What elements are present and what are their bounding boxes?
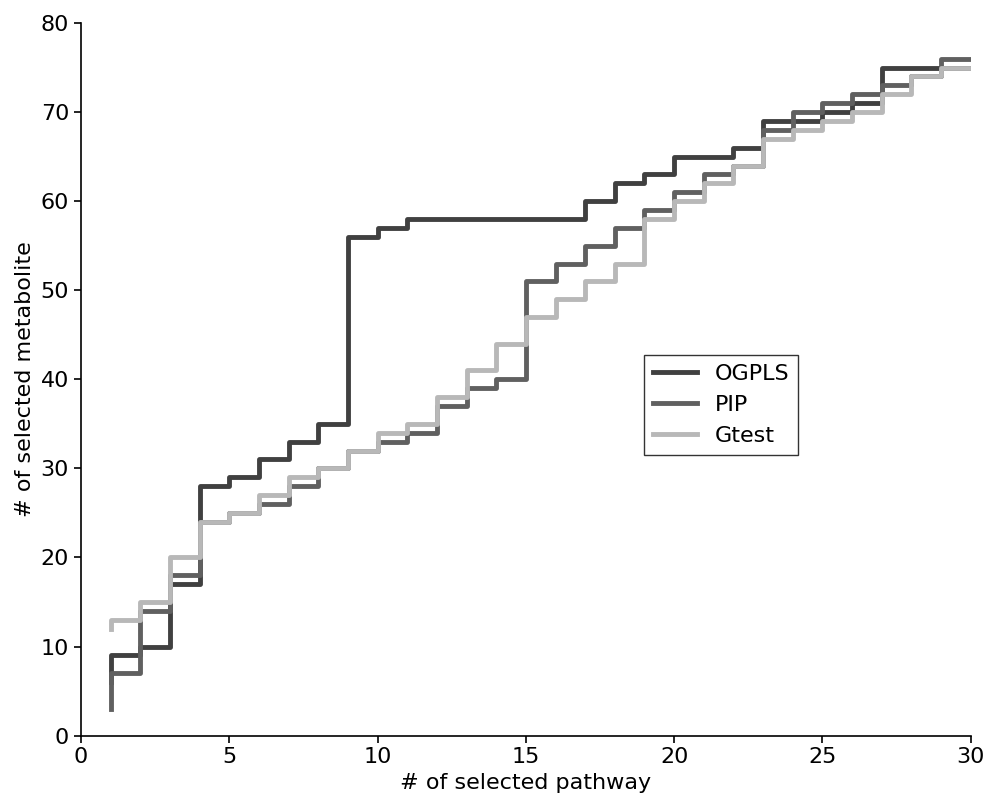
Gtest bbox=[638, 259, 650, 268]
OGPLS bbox=[876, 99, 888, 108]
Legend: OGPLS, PIP, Gtest: OGPLS, PIP, Gtest bbox=[644, 355, 798, 455]
OGPLS bbox=[727, 152, 739, 162]
PIP bbox=[816, 107, 828, 117]
Gtest bbox=[490, 365, 502, 375]
PIP bbox=[223, 517, 235, 527]
PIP bbox=[787, 125, 799, 135]
OGPLS bbox=[164, 642, 176, 651]
OGPLS bbox=[490, 214, 502, 224]
OGPLS bbox=[134, 650, 146, 660]
Gtest bbox=[727, 179, 739, 188]
OGPLS bbox=[609, 196, 621, 206]
PIP bbox=[905, 81, 917, 90]
OGPLS bbox=[638, 179, 650, 188]
OGPLS bbox=[757, 143, 769, 153]
PIP bbox=[283, 499, 295, 509]
PIP bbox=[401, 437, 413, 447]
Gtest bbox=[461, 393, 473, 402]
OGPLS bbox=[342, 419, 354, 429]
OGPLS bbox=[550, 214, 562, 224]
OGPLS bbox=[283, 455, 295, 465]
PIP bbox=[876, 90, 888, 99]
OGPLS bbox=[816, 116, 828, 126]
PIP bbox=[638, 223, 650, 233]
PIP bbox=[461, 402, 473, 411]
OGPLS bbox=[935, 63, 947, 73]
OGPLS bbox=[401, 223, 413, 233]
OGPLS bbox=[846, 107, 858, 117]
Gtest bbox=[223, 517, 235, 527]
X-axis label: # of selected pathway: # of selected pathway bbox=[400, 773, 651, 793]
OGPLS bbox=[461, 214, 473, 224]
Gtest bbox=[816, 125, 828, 135]
PIP bbox=[431, 428, 443, 438]
Line: OGPLS: OGPLS bbox=[111, 68, 971, 682]
OGPLS bbox=[372, 232, 384, 242]
PIP bbox=[520, 374, 532, 384]
Gtest bbox=[668, 214, 680, 224]
PIP bbox=[134, 668, 146, 678]
PIP bbox=[490, 383, 502, 393]
OGPLS bbox=[312, 437, 324, 447]
PIP bbox=[935, 72, 947, 82]
Gtest bbox=[965, 63, 977, 73]
OGPLS bbox=[905, 63, 917, 73]
Gtest bbox=[105, 624, 117, 633]
Y-axis label: # of selected metabolite: # of selected metabolite bbox=[15, 242, 35, 517]
Gtest bbox=[194, 553, 206, 562]
PIP bbox=[579, 259, 591, 268]
PIP bbox=[372, 446, 384, 456]
Gtest bbox=[134, 615, 146, 625]
Gtest bbox=[520, 339, 532, 348]
PIP bbox=[668, 205, 680, 215]
Gtest bbox=[787, 134, 799, 144]
PIP bbox=[312, 482, 324, 491]
Gtest bbox=[342, 464, 354, 473]
OGPLS bbox=[698, 152, 710, 162]
OGPLS bbox=[431, 214, 443, 224]
OGPLS bbox=[223, 482, 235, 491]
OGPLS bbox=[668, 170, 680, 179]
Gtest bbox=[609, 276, 621, 286]
Gtest bbox=[550, 312, 562, 322]
PIP bbox=[105, 704, 117, 713]
Gtest bbox=[431, 419, 443, 429]
PIP bbox=[698, 187, 710, 197]
Gtest bbox=[579, 294, 591, 304]
OGPLS bbox=[787, 116, 799, 126]
OGPLS bbox=[253, 473, 265, 482]
Gtest bbox=[253, 508, 265, 518]
PIP bbox=[550, 276, 562, 286]
Gtest bbox=[935, 72, 947, 82]
PIP bbox=[727, 170, 739, 179]
PIP bbox=[342, 464, 354, 473]
Gtest bbox=[698, 196, 710, 206]
OGPLS bbox=[520, 214, 532, 224]
OGPLS bbox=[579, 214, 591, 224]
OGPLS bbox=[105, 677, 117, 687]
Gtest bbox=[312, 473, 324, 482]
PIP bbox=[846, 99, 858, 108]
Gtest bbox=[757, 161, 769, 170]
Gtest bbox=[905, 90, 917, 99]
Gtest bbox=[283, 490, 295, 500]
PIP bbox=[194, 570, 206, 580]
Gtest bbox=[876, 107, 888, 117]
Gtest bbox=[164, 597, 176, 607]
PIP bbox=[253, 508, 265, 518]
OGPLS bbox=[965, 63, 977, 73]
Gtest bbox=[846, 116, 858, 126]
Line: PIP: PIP bbox=[111, 59, 971, 709]
Gtest bbox=[401, 428, 413, 438]
Line: Gtest: Gtest bbox=[111, 68, 971, 629]
PIP bbox=[757, 161, 769, 170]
PIP bbox=[164, 606, 176, 616]
OGPLS bbox=[194, 579, 206, 589]
PIP bbox=[965, 54, 977, 64]
Gtest bbox=[372, 446, 384, 456]
PIP bbox=[609, 241, 621, 250]
